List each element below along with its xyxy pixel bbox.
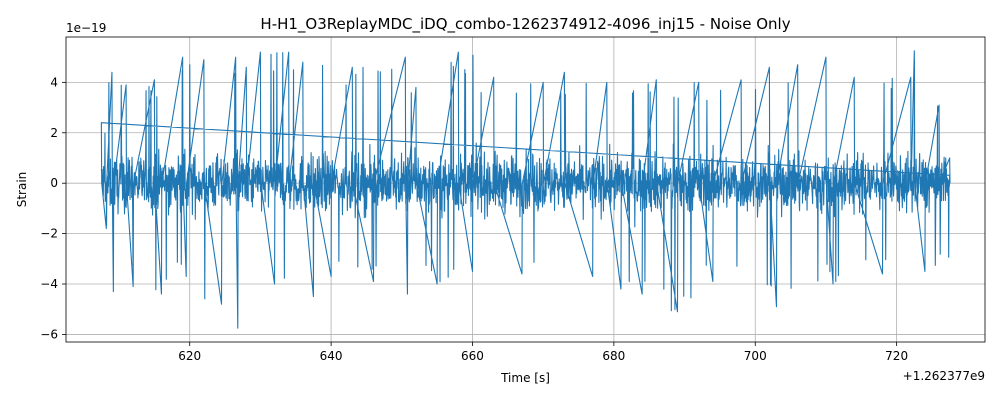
x-tick-label: 700 [744, 349, 767, 363]
plot-frame [65, 36, 986, 343]
chart-title: H-H1_O3ReplayMDC_iDQ_combo-1262374912-40… [260, 15, 790, 34]
x-axis-offset-label: +1.262377e9 [903, 369, 985, 383]
y-tick-label: −4 [40, 277, 58, 291]
data-series [100, 50, 951, 329]
x-tick-label: 720 [885, 349, 908, 363]
x-axis-label: Time [s] [500, 371, 550, 385]
y-tick-label: −6 [40, 327, 58, 341]
strain-series-line [100, 50, 951, 329]
y-tick-label: 0 [50, 176, 58, 190]
x-tick-label: 640 [320, 349, 343, 363]
x-tick-label: 660 [461, 349, 484, 363]
y-axis-label: Strain [15, 172, 29, 208]
axis-ticks: 620 640 660 680 700 720 −6 −4 −2 0 2 4 [40, 75, 908, 363]
y-tick-label: −2 [40, 227, 58, 241]
y-tick-label: 4 [50, 75, 58, 89]
y-tick-label: 2 [50, 126, 58, 140]
y-axis-scale-label: 1e−19 [66, 21, 106, 35]
x-tick-label: 680 [602, 349, 625, 363]
x-tick-label: 620 [178, 349, 201, 363]
